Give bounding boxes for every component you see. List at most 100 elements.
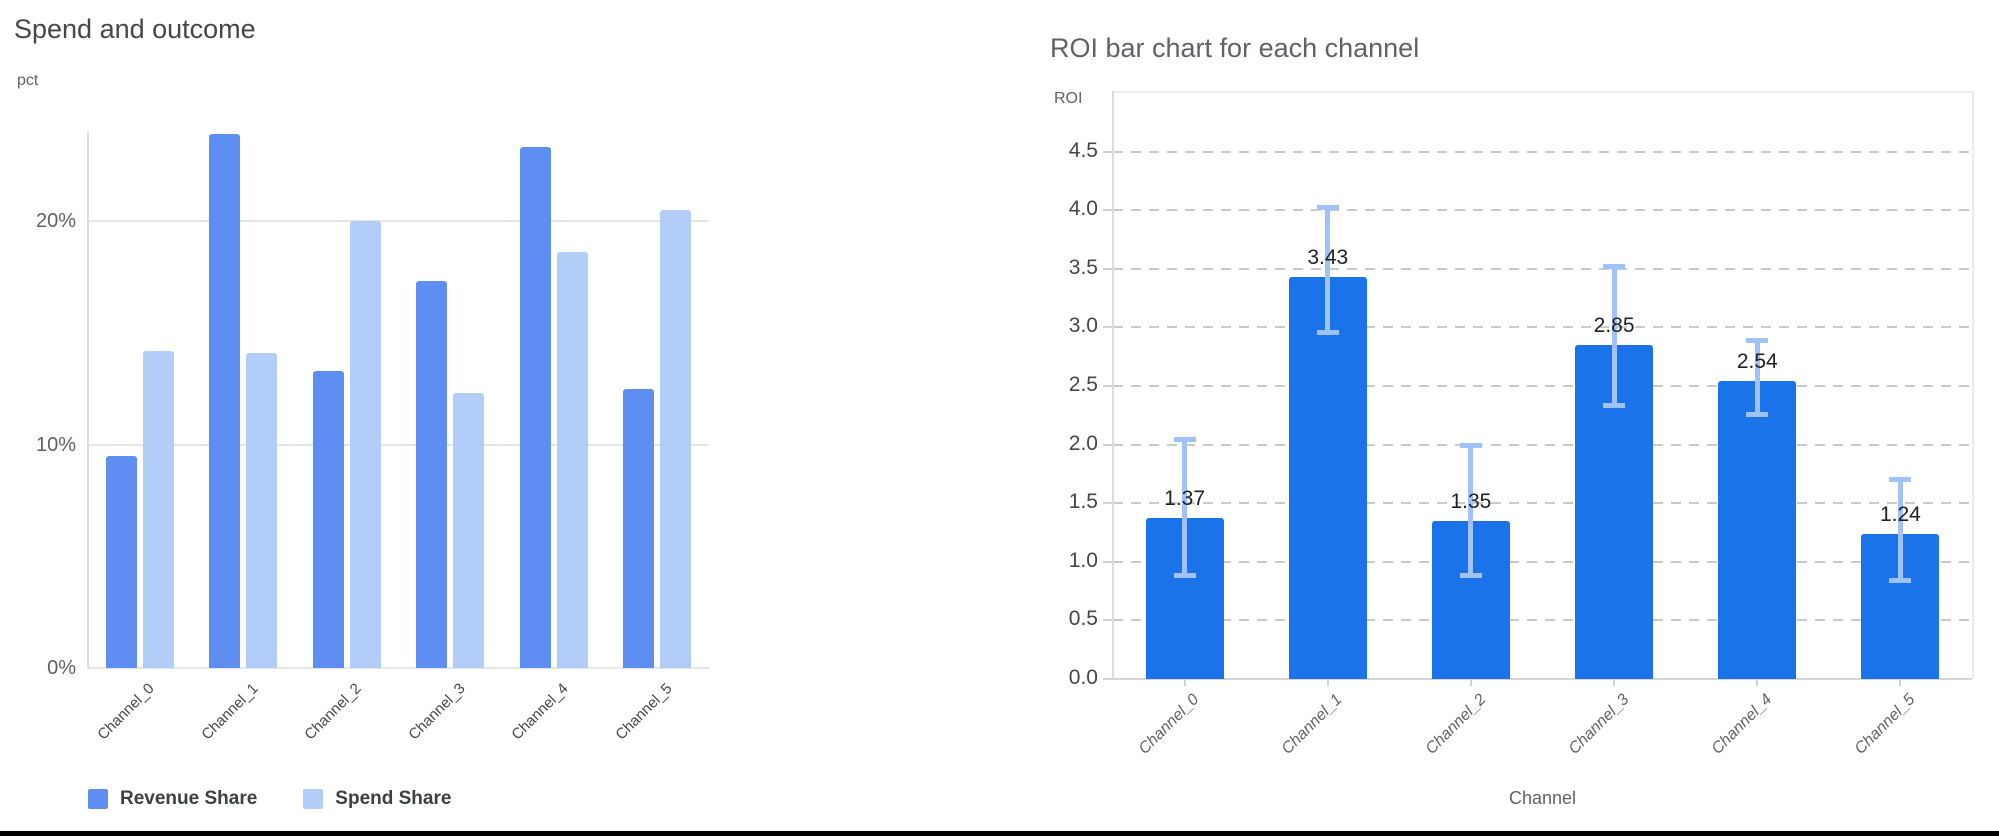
x-axis-label: Channel_3	[1565, 691, 1633, 758]
legend-item: Revenue Share	[88, 788, 257, 810]
y-tick-label: 1.0	[1068, 548, 1098, 572]
error-bar-cap-bottom	[1889, 577, 1912, 583]
x-tick-mark	[1899, 679, 1902, 686]
error-bar	[1897, 478, 1903, 581]
legend-swatch	[303, 789, 324, 809]
error-bar-cap-top	[1889, 476, 1912, 482]
error-bar-cap-bottom	[1173, 572, 1196, 578]
gridline	[1113, 209, 1972, 212]
x-tick-mark	[1469, 679, 1472, 686]
gridline	[1113, 385, 1972, 387]
bar-value-label: 1.35	[1450, 489, 1492, 513]
x-axis-label: Channel_1	[1279, 691, 1346, 758]
bar-revenue-share	[519, 147, 551, 668]
error-bar-cap-bottom	[1459, 572, 1482, 578]
gridline	[1113, 150, 1972, 153]
bar-revenue-share	[416, 281, 448, 668]
x-axis-label: Channel_4	[508, 680, 572, 744]
y-tick-label: 2.5	[1068, 373, 1098, 396]
y-tick-label: 0%	[47, 657, 76, 679]
left-chart-unit-label: pct	[17, 72, 39, 89]
x-tick-mark	[1326, 679, 1329, 686]
roi-bar	[1288, 277, 1367, 679]
y-tick-label: 0.5	[1068, 607, 1098, 631]
bar-revenue-share	[623, 389, 655, 668]
y-tick-label: 3.0	[1068, 314, 1098, 338]
error-bar-cap-top	[1459, 442, 1482, 448]
bar-revenue-share	[209, 134, 241, 668]
legend-item: Spend Share	[303, 788, 451, 810]
y-tick-mark	[1103, 678, 1113, 680]
error-bar	[1325, 206, 1331, 334]
legend-label: Spend Share	[335, 788, 452, 809]
x-axis-label: Channel_2	[1422, 691, 1489, 758]
roi-bar	[1718, 381, 1797, 679]
y-tick-label: 3.5	[1068, 255, 1098, 279]
y-tick-label: 4.0	[1068, 197, 1098, 221]
error-bar-cap-top	[1173, 436, 1196, 442]
y-tick-label: 4.5	[1068, 138, 1098, 162]
bar-spend-share	[453, 393, 485, 668]
error-bar-cap-top	[1746, 338, 1769, 344]
x-tick-mark	[1756, 679, 1759, 686]
bar-value-label: 2.54	[1736, 350, 1778, 374]
y-tick-mark	[1103, 150, 1113, 153]
right-chart-unit-label: ROI	[1054, 90, 1083, 107]
bar-value-label: 1.37	[1164, 487, 1206, 511]
gridline	[1113, 560, 1972, 563]
bar-spend-share	[556, 252, 588, 668]
window-bottom-edge	[0, 831, 1999, 836]
error-bar	[1468, 444, 1474, 576]
gridline	[1113, 619, 1972, 622]
error-bar-cap-bottom	[1603, 402, 1626, 408]
legend: Revenue Share Spend Share	[88, 788, 497, 810]
x-tick-mark	[1613, 679, 1616, 686]
y-tick-mark	[1103, 560, 1113, 563]
x-axis-line	[1113, 678, 1972, 680]
x-axis-label: Channel_1	[197, 680, 262, 744]
y-tick-mark	[1103, 502, 1113, 505]
y-tick-mark	[1103, 443, 1113, 446]
bar-value-label: 1.24	[1879, 502, 1921, 526]
error-bar	[1754, 340, 1760, 416]
gridline	[88, 443, 709, 446]
x-axis-label: Channel_4	[1708, 691, 1776, 758]
left-chart-title: Spend and outcome	[14, 14, 256, 44]
bar-revenue-share	[105, 456, 137, 668]
y-tick-mark	[1103, 209, 1113, 212]
gridline	[88, 220, 709, 222]
x-axis-label: Channel_2	[301, 680, 365, 744]
bar-spend-share	[660, 210, 692, 668]
gridline	[1113, 326, 1972, 329]
y-axis-line	[87, 132, 89, 668]
bar-spend-share	[142, 351, 174, 668]
gridline	[1113, 267, 1972, 270]
bar-value-label: 2.85	[1593, 313, 1635, 337]
y-tick-label: 10%	[35, 433, 76, 456]
bar-spend-share	[246, 353, 278, 668]
y-tick-mark	[1103, 267, 1113, 270]
bar-spend-share	[349, 221, 381, 668]
y-tick-mark	[1103, 385, 1113, 387]
gridline	[1113, 443, 1972, 446]
right-chart-title: ROI bar chart for each channel	[1050, 33, 1420, 63]
x-axis-title: Channel	[1508, 788, 1577, 808]
plot-border-right	[1972, 91, 1974, 679]
legend-label: Revenue Share	[120, 788, 258, 809]
x-axis-label: Channel_5	[1851, 691, 1919, 758]
plot-border-top	[1113, 91, 1972, 93]
legend-swatch	[88, 789, 108, 809]
x-axis-label: Channel_0	[94, 680, 158, 744]
x-axis-label: Channel_0	[1135, 691, 1203, 758]
gridline	[88, 667, 709, 669]
error-bar	[1611, 266, 1617, 406]
y-tick-mark	[1103, 326, 1113, 329]
error-bar-cap-bottom	[1316, 330, 1339, 336]
x-tick-mark	[1183, 679, 1186, 686]
y-tick-label: 1.5	[1068, 490, 1098, 514]
gridline	[1113, 502, 1972, 505]
error-bar-cap-bottom	[1746, 412, 1769, 418]
y-tick-label: 2.0	[1068, 431, 1098, 455]
error-bar	[1182, 438, 1188, 576]
